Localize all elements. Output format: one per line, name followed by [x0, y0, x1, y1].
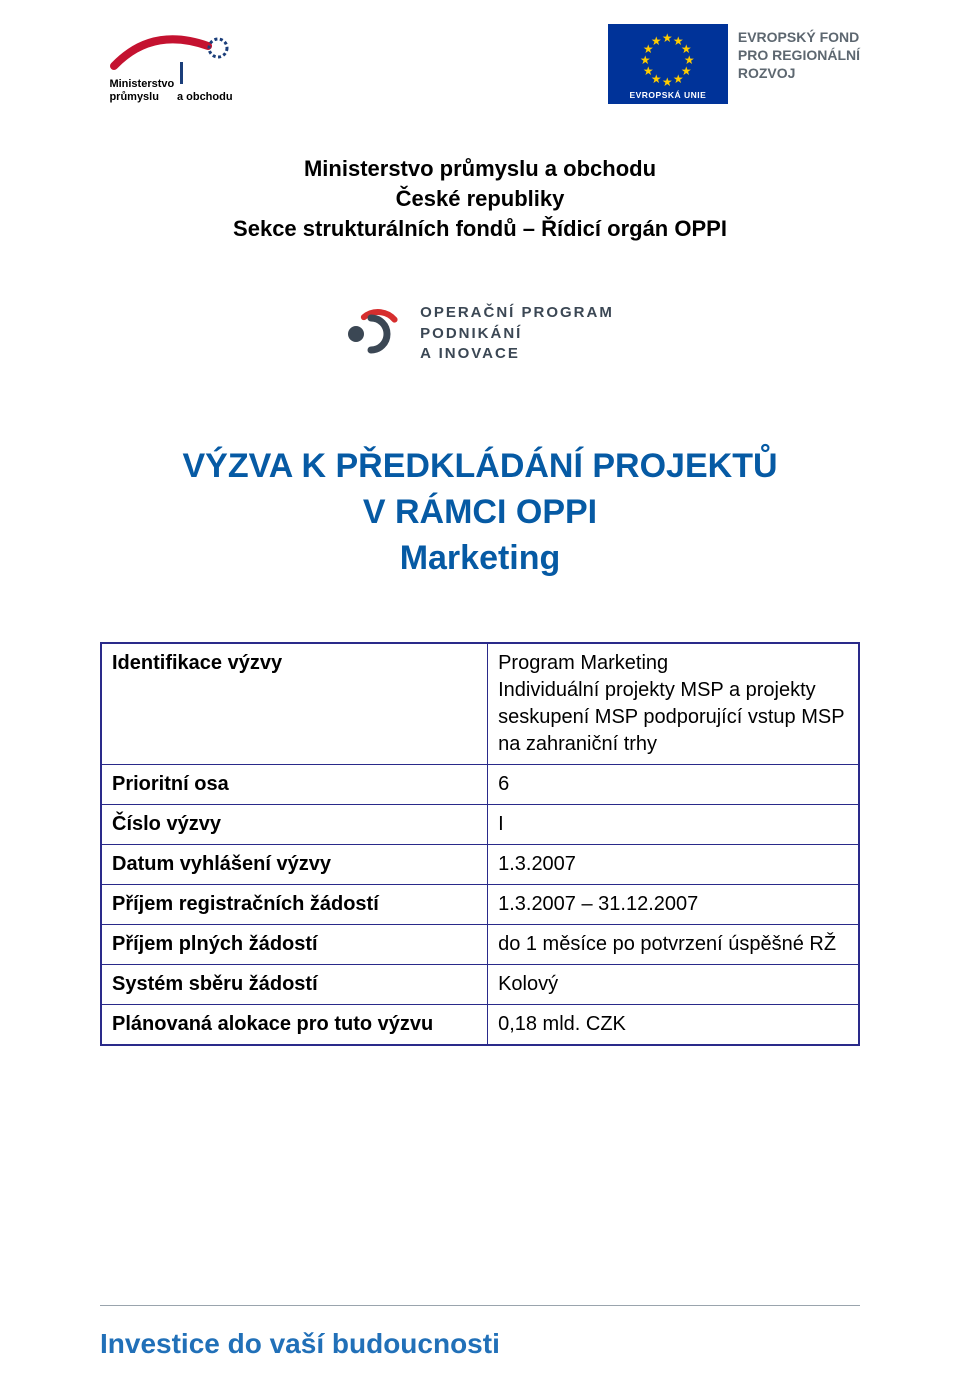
table-row: Příjem registračních žádostí1.3.2007 – 3… — [101, 884, 859, 924]
eu-star-icon: ★ — [662, 32, 673, 44]
eu-funding-logo: ★★★★★★★★★★★★ EVROPSKÁ UNIE EVROPSKÝ FOND… — [608, 24, 860, 104]
table-label: Identifikace výzvy — [101, 643, 488, 765]
oppi-mark-icon — [346, 306, 406, 362]
mpo-logo: Ministerstvo průmyslu a obchodu — [100, 24, 240, 104]
table-row: Plánovaná alokace pro tuto výzvu0,18 mld… — [101, 1004, 859, 1045]
table-label: Systém sběru žádostí — [101, 964, 488, 1004]
table-label: Příjem plných žádostí — [101, 924, 488, 964]
footer-text: Investice do vaší budoucnosti — [100, 1328, 860, 1360]
table-value: 1.3.2007 — [488, 844, 859, 884]
table-row: Číslo výzvyI — [101, 804, 859, 844]
table-row: Prioritní osa6 — [101, 764, 859, 804]
oppi-logo: OPERAČNÍ PROGRAM PODNIKÁNÍ A INOVACE — [100, 303, 860, 364]
table-row: Příjem plných žádostído 1 měsíce po potv… — [101, 924, 859, 964]
table-value: 1.3.2007 – 31.12.2007 — [488, 884, 859, 924]
table-row: Datum vyhlášení výzvy1.3.2007 — [101, 844, 859, 884]
eu-flag-label: EVROPSKÁ UNIE — [608, 90, 728, 100]
ministry-line-3: Sekce strukturálních fondů – Řídicí orgá… — [100, 214, 860, 244]
main-title: VÝZVA K PŘEDKLÁDÁNÍ PROJEKTŮ V RÁMCI OPP… — [100, 444, 860, 582]
table-label: Datum vyhlášení výzvy — [101, 844, 488, 884]
table-label: Příjem registračních žádostí — [101, 884, 488, 924]
ef-text-1: EVROPSKÝ FOND — [738, 28, 860, 46]
ef-text-2: PRO REGIONÁLNÍ — [738, 46, 860, 64]
title-line-1: VÝZVA K PŘEDKLÁDÁNÍ PROJEKTŮ — [100, 444, 860, 490]
ef-text-3: ROZVOJ — [738, 64, 860, 82]
table-label: Prioritní osa — [101, 764, 488, 804]
table-row: Identifikace výzvyProgram Marketing Indi… — [101, 643, 859, 765]
oppi-text-2: PODNIKÁNÍ — [420, 324, 614, 344]
eu-star-icon: ★ — [673, 73, 684, 85]
table-value: 6 — [488, 764, 859, 804]
header-logos: Ministerstvo průmyslu a obchodu ★★★★★★★★… — [100, 24, 860, 104]
table-value: 0,18 mld. CZK — [488, 1004, 859, 1045]
oppi-text-3: A INOVACE — [420, 344, 614, 364]
ministry-heading: Ministerstvo průmyslu a obchodu České re… — [100, 154, 860, 243]
ministry-line-1: Ministerstvo průmyslu a obchodu — [100, 154, 860, 184]
title-line-3: Marketing — [100, 536, 860, 582]
footer-divider — [100, 1305, 860, 1306]
eu-star-icon: ★ — [662, 76, 673, 88]
title-line-2: V RÁMCI OPPI — [100, 490, 860, 536]
table-value: Program Marketing Individuální projekty … — [488, 643, 859, 765]
table-row: Systém sběru žádostíKolový — [101, 964, 859, 1004]
mpo-swoosh-icon — [110, 32, 235, 84]
eu-flag-icon: ★★★★★★★★★★★★ EVROPSKÁ UNIE — [608, 24, 728, 104]
table-value: Kolový — [488, 964, 859, 1004]
table-value: do 1 měsíce po potvrzení úspěšné RŽ — [488, 924, 859, 964]
footer: Investice do vaší budoucnosti — [100, 1305, 860, 1360]
oppi-text-1: OPERAČNÍ PROGRAM — [420, 303, 614, 323]
info-table: Identifikace výzvyProgram Marketing Indi… — [100, 642, 860, 1046]
table-value: I — [488, 804, 859, 844]
table-label: Plánovaná alokace pro tuto výzvu — [101, 1004, 488, 1045]
ministry-line-2: České republiky — [100, 184, 860, 214]
table-label: Číslo výzvy — [101, 804, 488, 844]
eu-star-icon: ★ — [651, 35, 662, 47]
